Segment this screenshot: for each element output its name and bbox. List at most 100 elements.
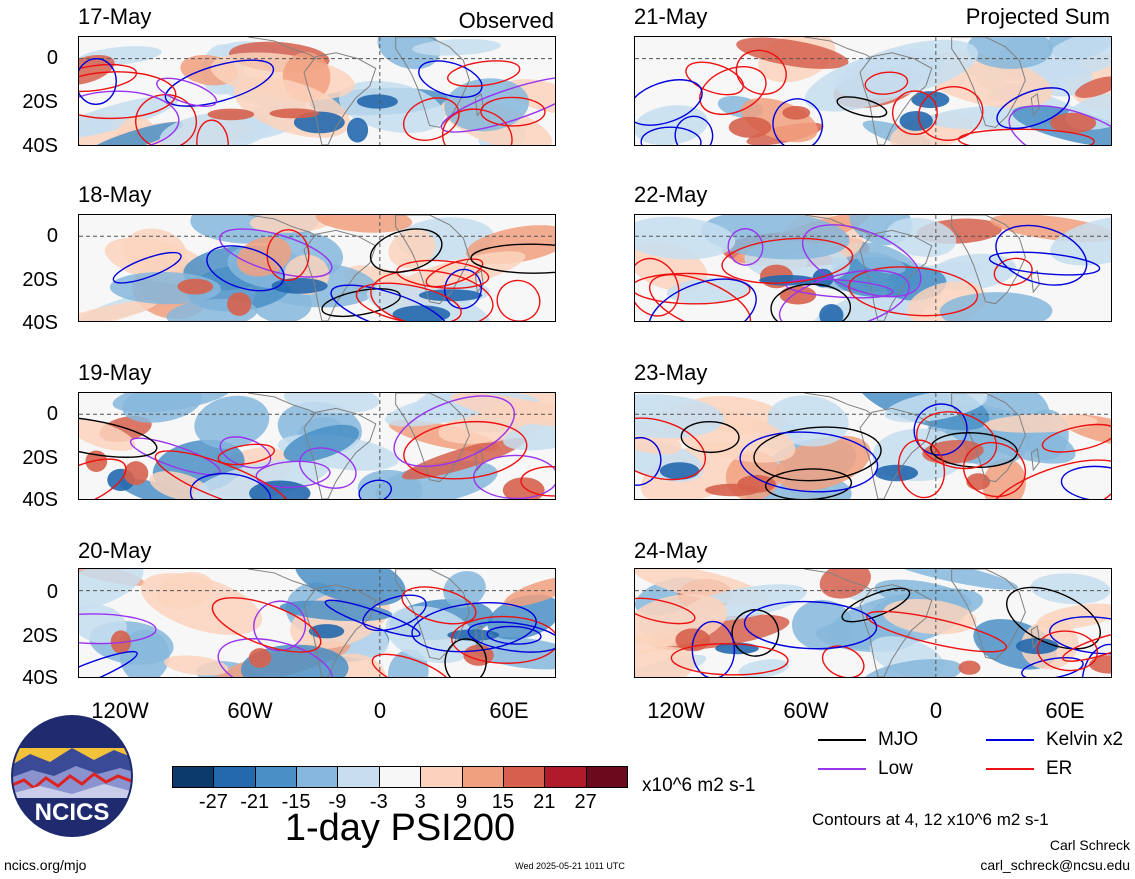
anomaly-shading <box>807 287 927 321</box>
colorbar-swatch <box>296 766 339 788</box>
anomaly-shading <box>283 393 380 414</box>
anomaly-shading-strong <box>248 648 272 668</box>
contour-er <box>266 229 310 281</box>
contour-er <box>196 119 229 145</box>
anomaly-shading-strong <box>899 111 933 131</box>
anomaly-shading <box>1075 76 1111 98</box>
contour-low <box>219 436 272 469</box>
colorbar-tick-label: -9 <box>328 791 347 813</box>
contour-kel <box>1060 465 1111 499</box>
coastline <box>952 37 1026 127</box>
contour-mjo <box>770 283 852 321</box>
panel-title-projected-3: 23-May <box>634 360 708 385</box>
anomaly-shading-strong <box>392 305 451 321</box>
lat-label: 40S <box>22 135 58 157</box>
panel-title-observed-4: 20-May <box>78 538 152 563</box>
contour-kel <box>739 431 879 493</box>
anomaly-shading <box>122 393 203 423</box>
anomaly-shading <box>339 80 445 134</box>
contour-er <box>699 66 767 116</box>
contour-mjo <box>841 587 911 623</box>
anomaly-shading <box>388 229 436 269</box>
contour-er <box>371 653 453 677</box>
anomaly-shading <box>79 569 144 610</box>
anomaly-shading <box>79 300 158 321</box>
contour-er <box>648 273 752 321</box>
coastlines <box>804 37 1039 145</box>
contour-er <box>866 610 1008 653</box>
contour-er <box>217 443 276 466</box>
anomaly-map <box>79 393 555 499</box>
coastline <box>304 408 376 499</box>
contour-kel <box>79 650 138 677</box>
lat-label: 0 <box>46 403 58 425</box>
contour-kel <box>743 600 878 650</box>
legend-swatch-er <box>986 768 1034 770</box>
anomaly-shading-strong <box>123 461 149 486</box>
coastlines <box>804 569 1039 677</box>
anomaly-shading <box>767 395 849 447</box>
colorbar-swatch <box>585 766 628 788</box>
anomaly-shading <box>835 39 978 99</box>
map-panel-observed-20-may <box>78 568 556 678</box>
contour-low <box>473 454 555 499</box>
contour-kel <box>772 98 824 145</box>
anomaly-shading-strong <box>177 278 214 295</box>
anomaly-shading <box>444 78 529 132</box>
coastline <box>396 215 470 304</box>
anomaly-shading <box>819 569 871 599</box>
contour-mjo <box>680 421 740 454</box>
anomaly-shading <box>886 217 957 257</box>
coastline <box>248 569 316 591</box>
contour-er <box>685 61 744 96</box>
colorbar-tick-label: -21 <box>240 791 270 813</box>
colorbar-tick-labels: -27 -21 -15 -9 -3 3 9 15 21 27 <box>172 790 627 812</box>
contour-low <box>156 77 218 107</box>
contour-er <box>425 258 484 288</box>
anomaly-shading <box>701 215 850 260</box>
anomaly-shading-strong <box>966 473 991 491</box>
anomaly-shading <box>1030 573 1111 605</box>
coastlines <box>248 37 483 145</box>
legend-swatch-mjo <box>818 739 866 741</box>
projected-column-title: Projected Sum <box>965 4 1110 29</box>
coastline <box>304 230 376 321</box>
contour-mjo <box>79 416 158 458</box>
contour-er <box>211 597 322 653</box>
colorbar-units: x10^6 m2 s-1 <box>642 775 756 796</box>
contour-low <box>785 278 894 299</box>
map-panel-projected-23-may <box>634 392 1112 500</box>
contour-er <box>821 645 865 677</box>
contour-kel <box>324 599 421 638</box>
anomaly-shading-strong <box>1049 112 1097 134</box>
anomaly-shading <box>249 215 335 233</box>
map-panel-projected-22-may <box>634 214 1112 322</box>
lat-label: 40S <box>22 312 58 334</box>
anomaly-shading-strong <box>705 483 760 497</box>
anomaly-shading <box>635 105 708 145</box>
site-link[interactable]: ncics.org/mjo <box>4 857 87 873</box>
coastline <box>804 393 872 414</box>
anomaly-map <box>635 393 1111 499</box>
anomaly-shading <box>474 393 555 417</box>
anomaly-shading <box>79 117 114 136</box>
anomaly-shading <box>470 636 555 670</box>
colorbar-swatch <box>461 766 504 788</box>
anomaly-shading-strong <box>308 624 345 639</box>
contour-er <box>442 108 513 145</box>
coastline <box>804 37 872 59</box>
colorbar-tick-label: 15 <box>491 791 515 813</box>
colorbar-tick-label: -15 <box>281 791 311 813</box>
colorbar-tick-label: 27 <box>574 791 597 813</box>
anomaly-shading <box>857 252 906 275</box>
contour-kel <box>988 251 1101 276</box>
anomaly-shading <box>118 478 203 499</box>
anomaly-shading-strong <box>819 304 844 321</box>
contour-low <box>79 613 157 645</box>
contour-er <box>635 597 696 625</box>
coastline <box>396 37 470 127</box>
contour-mjo <box>369 228 443 273</box>
contour-er <box>864 71 909 95</box>
author-email[interactable]: carl_schreck@ncsu.edu <box>980 857 1130 873</box>
colorbar-swatch <box>337 766 380 788</box>
